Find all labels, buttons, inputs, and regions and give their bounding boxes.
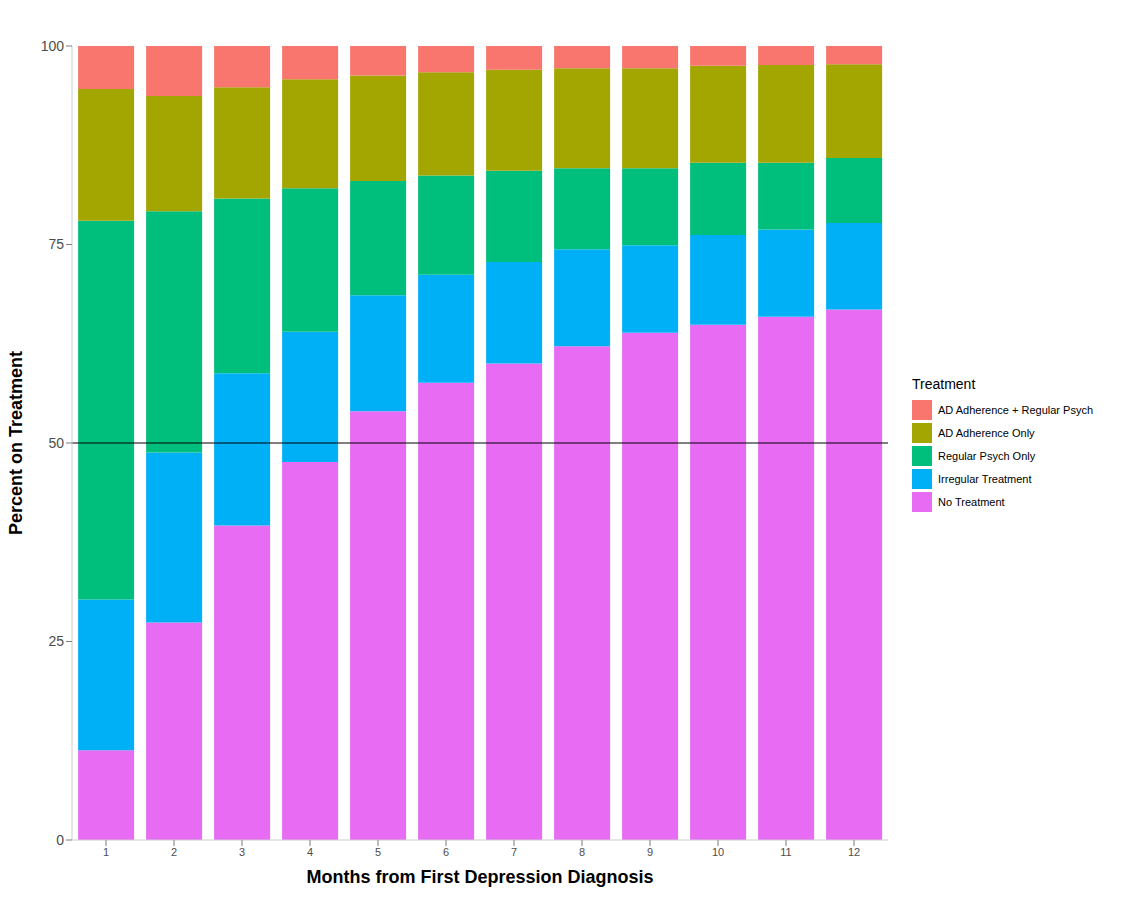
svg-text:12: 12	[848, 846, 860, 858]
svg-text:50: 50	[48, 435, 64, 451]
html-text:Irregular Treatment: Irregular Treatment	[938, 472, 1032, 485]
html-text:AD Adherence Only: AD Adherence Only	[938, 426, 1035, 439]
svg-text:75: 75	[48, 236, 64, 252]
svg-text:4: 4	[307, 846, 313, 858]
svg-text:1: 1	[103, 846, 109, 858]
svg-text:25: 25	[48, 633, 64, 649]
html-text:Treatment: Treatment	[912, 376, 976, 392]
html-text:No Treatment: No Treatment	[938, 495, 1005, 508]
svg-text:5: 5	[375, 846, 381, 858]
svg-text:11: 11	[780, 846, 791, 858]
svg-text:Months from First Depression D: Months from First Depression Diagnosis	[306, 867, 653, 887]
svg-text:2: 2	[171, 846, 177, 858]
svg-text:Percent on Treatment: Percent on Treatment	[8, 351, 26, 535]
svg-text:8: 8	[579, 846, 585, 858]
svg-text:3: 3	[239, 846, 245, 858]
svg-text:6: 6	[443, 846, 449, 858]
svg-text:0: 0	[56, 832, 64, 848]
svg-text:10: 10	[712, 846, 724, 858]
svg-text:9: 9	[647, 846, 653, 858]
svg-text:100: 100	[41, 38, 65, 54]
svg-text:7: 7	[511, 846, 517, 858]
html-text:AD Adherence + Regular Psych: AD Adherence + Regular Psych	[938, 403, 1093, 416]
html-text:Regular Psych Only: Regular Psych Only	[938, 449, 1036, 462]
